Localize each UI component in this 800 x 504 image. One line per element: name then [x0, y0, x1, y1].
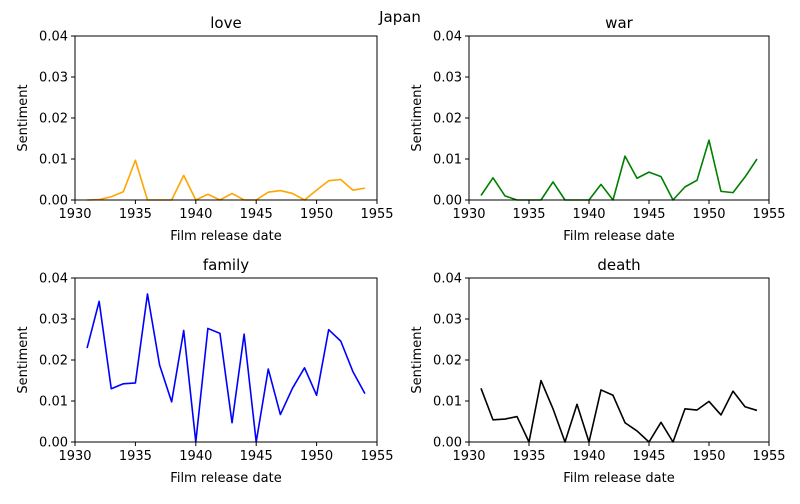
y-tick-label: 0.00 — [39, 194, 68, 209]
x-tick-label: 1945 — [632, 449, 665, 464]
y-tick-label: 0.03 — [39, 313, 68, 328]
y-axis-label: Sentiment — [16, 84, 31, 151]
x-tick-label: 1940 — [179, 207, 212, 222]
x-tick-label: 1940 — [572, 207, 605, 222]
x-tick-label: 1955 — [360, 449, 393, 464]
y-tick-label: 0.03 — [39, 71, 68, 86]
x-tick-label: 1935 — [512, 449, 545, 464]
x-axis-label: Film release date — [563, 471, 674, 486]
y-axis-label: Sentiment — [16, 326, 31, 393]
x-tick-label: 1950 — [692, 207, 725, 222]
y-tick-label: 0.02 — [433, 112, 462, 127]
x-tick-label: 1955 — [360, 207, 393, 222]
x-tick-label: 1935 — [512, 207, 545, 222]
y-tick-label: 0.04 — [39, 30, 68, 45]
x-tick-label: 1930 — [452, 449, 485, 464]
subplot-title: death — [597, 256, 640, 274]
y-axis-label: Sentiment — [410, 84, 425, 151]
y-tick-label: 0.02 — [39, 112, 68, 127]
x-tick-label: 1940 — [572, 449, 605, 464]
x-tick-label: 1945 — [240, 449, 273, 464]
x-tick-label: 1940 — [179, 449, 212, 464]
x-tick-label: 1935 — [119, 449, 152, 464]
y-tick-label: 0.01 — [39, 153, 68, 168]
y-tick-label: 0.04 — [433, 30, 462, 45]
subplot-title: love — [210, 14, 241, 32]
y-tick-label: 0.02 — [433, 354, 462, 369]
y-tick-label: 0.00 — [433, 436, 462, 451]
x-tick-label: 1930 — [58, 449, 91, 464]
x-axis-label: Film release date — [170, 229, 281, 244]
x-tick-label: 1950 — [300, 449, 333, 464]
subplot-title: war — [605, 14, 633, 32]
y-axis-label: Sentiment — [410, 326, 425, 393]
y-tick-label: 0.00 — [39, 436, 68, 451]
x-tick-label: 1955 — [752, 207, 785, 222]
x-tick-label: 1930 — [58, 207, 91, 222]
figure-suptitle: Japan — [378, 8, 421, 26]
x-tick-label: 1950 — [692, 449, 725, 464]
y-tick-label: 0.04 — [433, 272, 462, 287]
y-tick-label: 0.00 — [433, 194, 462, 209]
y-tick-label: 0.01 — [433, 395, 462, 410]
x-axis-label: Film release date — [170, 471, 281, 486]
x-tick-label: 1945 — [632, 207, 665, 222]
y-tick-label: 0.01 — [433, 153, 462, 168]
y-tick-label: 0.03 — [433, 71, 462, 86]
y-tick-label: 0.03 — [433, 313, 462, 328]
x-axis-label: Film release date — [563, 229, 674, 244]
x-tick-label: 1950 — [300, 207, 333, 222]
x-tick-label: 1930 — [452, 207, 485, 222]
y-tick-label: 0.04 — [39, 272, 68, 287]
y-tick-label: 0.01 — [39, 395, 68, 410]
x-tick-label: 1955 — [752, 449, 785, 464]
y-tick-label: 0.02 — [39, 354, 68, 369]
x-tick-label: 1935 — [119, 207, 152, 222]
subplot-title: family — [203, 256, 249, 274]
x-tick-label: 1945 — [240, 207, 273, 222]
